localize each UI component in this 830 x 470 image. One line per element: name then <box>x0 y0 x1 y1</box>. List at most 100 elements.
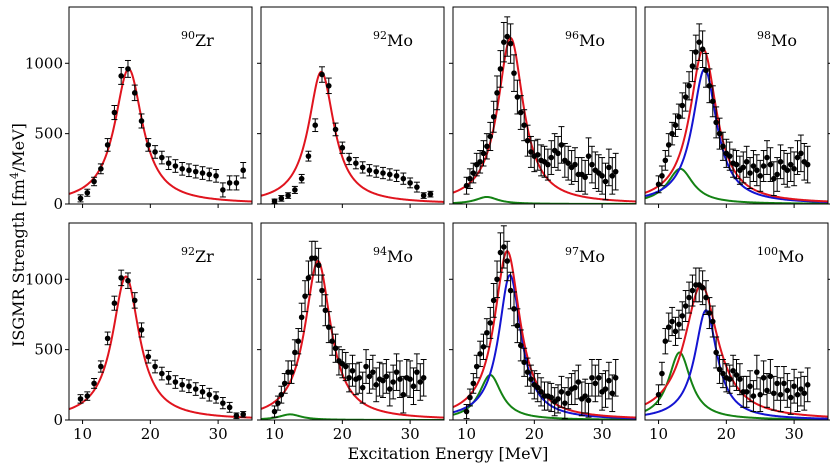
data-marker <box>501 39 507 45</box>
data-marker <box>733 161 740 168</box>
data-marker <box>743 158 750 165</box>
data-marker <box>804 382 811 388</box>
data-marker <box>713 349 719 356</box>
data-point <box>417 363 424 401</box>
data-marker <box>98 363 104 370</box>
data-marker <box>407 180 413 186</box>
data-marker <box>111 300 118 307</box>
data-point <box>240 411 247 418</box>
data-point <box>767 358 774 394</box>
data-marker <box>784 387 791 394</box>
data-point <box>730 354 737 387</box>
data-marker <box>791 383 797 390</box>
data-marker <box>774 171 780 178</box>
data-marker <box>271 198 278 204</box>
data-point <box>172 159 179 173</box>
data-point <box>483 318 490 348</box>
data-point <box>784 152 791 188</box>
data-point <box>602 162 609 201</box>
data-marker <box>386 171 393 178</box>
nucleus-label: 92Mo <box>373 29 413 50</box>
data-marker <box>524 369 531 375</box>
data-marker <box>359 164 366 171</box>
data-point <box>413 181 420 193</box>
data-marker <box>494 276 500 283</box>
data-marker <box>791 166 797 172</box>
data-point <box>696 267 703 303</box>
data-point <box>794 140 801 175</box>
data-marker <box>285 192 291 199</box>
data-marker <box>240 411 246 418</box>
data-marker <box>686 294 692 301</box>
data-point <box>757 377 764 413</box>
element-symbol: Mo <box>579 247 605 266</box>
data-point <box>582 378 589 414</box>
data-marker <box>213 394 219 401</box>
nucleus-label: 92Zr <box>181 245 214 266</box>
data-marker <box>703 294 709 301</box>
data-point <box>551 133 558 168</box>
mass-number: 97 <box>565 245 579 258</box>
x-tick-label: 10 <box>649 425 668 443</box>
data-point <box>507 23 514 64</box>
data-point <box>463 404 470 420</box>
data-marker <box>511 306 517 312</box>
data-marker <box>713 119 719 126</box>
data-point <box>585 382 592 418</box>
data-point <box>366 358 373 394</box>
data-point <box>111 105 118 121</box>
data-point <box>743 375 750 408</box>
data-point <box>271 198 278 204</box>
data-point <box>669 306 676 337</box>
data-marker <box>159 370 165 377</box>
data-marker <box>585 397 592 404</box>
data-marker <box>172 163 179 169</box>
data-point <box>325 311 332 344</box>
data-point <box>548 140 555 175</box>
data-marker <box>655 391 662 398</box>
data-marker <box>606 377 612 384</box>
data-points <box>77 59 247 203</box>
data-point <box>213 391 220 404</box>
data-marker <box>131 90 138 96</box>
data-marker <box>672 328 679 335</box>
data-point <box>356 361 363 394</box>
data-marker <box>517 109 524 116</box>
x-axis-label: Excitation Energy [MeV] <box>348 444 549 463</box>
data-marker <box>271 408 278 415</box>
data-point <box>511 54 517 92</box>
data-marker <box>699 46 706 53</box>
data-marker <box>602 386 609 392</box>
data-marker <box>383 373 390 380</box>
data-point <box>672 113 679 137</box>
data-point <box>582 159 589 195</box>
data-marker <box>467 394 473 401</box>
x-tick-label: 30 <box>401 425 420 443</box>
data-point <box>91 176 98 187</box>
x-tick-label: 10 <box>265 425 284 443</box>
data-marker <box>363 363 369 370</box>
data-marker <box>798 386 804 392</box>
data-marker <box>798 150 804 157</box>
panel-mo-94: 10 20 30 94Mo <box>257 222 445 443</box>
data-point <box>305 150 312 162</box>
data-point <box>568 150 575 185</box>
data-marker <box>514 322 521 329</box>
data-marker <box>679 102 686 109</box>
mass-number: 92 <box>181 245 195 258</box>
nucleus-label: 96Mo <box>565 29 605 50</box>
data-marker <box>373 168 380 175</box>
data-marker <box>558 142 565 148</box>
data-marker <box>131 297 138 304</box>
data-point <box>138 322 145 338</box>
data-marker <box>589 161 595 168</box>
data-point <box>780 366 787 401</box>
data-marker <box>787 394 794 401</box>
data-marker <box>312 122 319 128</box>
data-point <box>124 272 131 289</box>
low-energy-fit-curve <box>645 351 828 420</box>
data-point <box>466 388 473 407</box>
y-axis-label: ISGMR Strength [fm4/MeV] <box>8 123 28 347</box>
data-point <box>682 290 689 322</box>
